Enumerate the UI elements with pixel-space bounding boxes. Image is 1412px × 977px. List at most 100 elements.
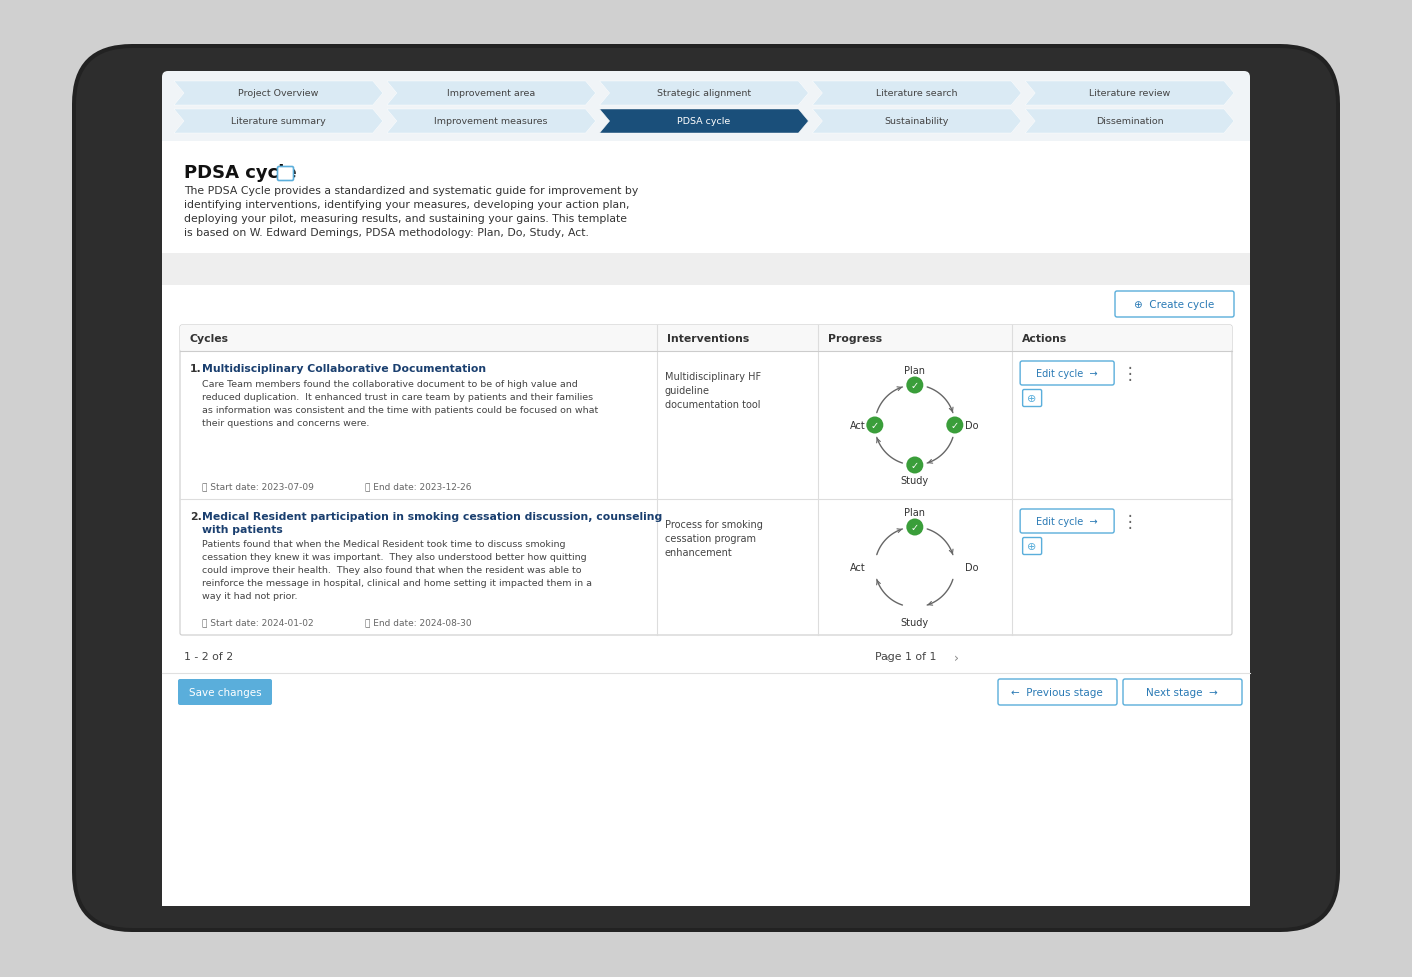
Text: Project Overview: Project Overview (239, 90, 319, 99)
Text: ⋮: ⋮ (1121, 364, 1138, 383)
Text: as information was consistent and the time with patients could be focused on wha: as information was consistent and the ti… (202, 405, 599, 414)
Polygon shape (387, 109, 596, 134)
Circle shape (867, 417, 884, 434)
Text: identifying interventions, identifying your measures, developing your action pla: identifying interventions, identifying y… (184, 199, 630, 210)
Polygon shape (600, 109, 809, 134)
Polygon shape (812, 82, 1021, 106)
Text: ⊕  Create cycle: ⊕ Create cycle (1134, 300, 1214, 310)
Text: PDSA cycle: PDSA cycle (184, 164, 297, 182)
Circle shape (907, 519, 923, 536)
Text: Strategic alignment: Strategic alignment (657, 90, 751, 99)
FancyBboxPatch shape (162, 142, 1250, 906)
FancyBboxPatch shape (998, 679, 1117, 705)
Polygon shape (174, 109, 383, 134)
Text: ⊕: ⊕ (1028, 541, 1036, 551)
Text: Literature summary: Literature summary (232, 117, 326, 126)
Polygon shape (1025, 82, 1234, 106)
Text: Sustainability: Sustainability (884, 117, 949, 126)
Text: ✓: ✓ (911, 381, 919, 391)
Text: 📅 End date: 2024-08-30: 📅 End date: 2024-08-30 (364, 617, 472, 626)
Circle shape (907, 599, 923, 616)
Text: is based on W. Edward Demings, PDSA methodology: Plan, Do, Study, Act.: is based on W. Edward Demings, PDSA meth… (184, 228, 589, 237)
Text: their questions and concerns were.: their questions and concerns were. (202, 418, 370, 428)
Text: ✓: ✓ (950, 420, 959, 431)
Text: Act: Act (850, 563, 866, 573)
Text: PDSA cycle: PDSA cycle (678, 117, 730, 126)
Text: deploying your pilot, measuring results, and sustaining your gains. This templat: deploying your pilot, measuring results,… (184, 214, 627, 224)
Text: Page 1 of 1: Page 1 of 1 (875, 652, 936, 661)
Text: Medical Resident participation in smoking cessation discussion, counseling: Medical Resident participation in smokin… (202, 512, 662, 522)
Text: Interventions: Interventions (666, 334, 748, 344)
Text: 1.: 1. (191, 363, 202, 373)
Text: 1 - 2 of 2: 1 - 2 of 2 (184, 652, 233, 661)
Text: Multidisciplinary Collaborative Documentation: Multidisciplinary Collaborative Document… (202, 363, 486, 373)
Text: with patients: with patients (202, 525, 282, 534)
Text: cessation they knew it was important.  They also understood better how quitting: cessation they knew it was important. Th… (202, 552, 586, 562)
Text: ⊕: ⊕ (1028, 394, 1036, 404)
Text: Cycles: Cycles (191, 334, 229, 344)
Text: Next stage  →: Next stage → (1147, 687, 1219, 698)
FancyBboxPatch shape (1123, 679, 1243, 705)
FancyBboxPatch shape (1019, 509, 1114, 533)
Circle shape (946, 559, 963, 575)
Text: Do: Do (964, 563, 979, 573)
Text: Dissemination: Dissemination (1096, 117, 1163, 126)
Text: Study: Study (901, 476, 929, 486)
Text: Save changes: Save changes (189, 687, 261, 698)
Text: ✓: ✓ (911, 460, 919, 471)
FancyBboxPatch shape (278, 167, 294, 182)
Text: ⋮: ⋮ (1121, 513, 1138, 531)
FancyBboxPatch shape (1019, 361, 1114, 386)
Text: ›: › (953, 652, 959, 664)
FancyBboxPatch shape (162, 254, 1250, 285)
FancyBboxPatch shape (162, 72, 1250, 906)
Polygon shape (812, 109, 1021, 134)
Text: 📅 Start date: 2023-07-09: 📅 Start date: 2023-07-09 (202, 482, 313, 490)
FancyBboxPatch shape (76, 49, 1336, 928)
Text: Care Team members found the collaborative document to be of high value and: Care Team members found the collaborativ… (202, 380, 578, 389)
Text: ←  Previous stage: ← Previous stage (1011, 687, 1103, 698)
Circle shape (946, 417, 963, 434)
FancyBboxPatch shape (179, 325, 1233, 352)
Text: Improvement area: Improvement area (448, 90, 535, 99)
Text: 📅 End date: 2023-12-26: 📅 End date: 2023-12-26 (364, 482, 472, 490)
Polygon shape (174, 82, 383, 106)
Text: Progress: Progress (827, 334, 881, 344)
Text: Plan: Plan (904, 507, 925, 518)
Text: Patients found that when the Medical Resident took time to discuss smoking: Patients found that when the Medical Res… (202, 539, 565, 548)
Text: Actions: Actions (1022, 334, 1067, 344)
Circle shape (907, 377, 923, 394)
Circle shape (907, 457, 923, 474)
Text: ✓: ✓ (871, 420, 878, 431)
Text: Act: Act (850, 420, 866, 431)
Text: Edit cycle  →: Edit cycle → (1036, 368, 1099, 379)
Circle shape (867, 559, 884, 575)
FancyBboxPatch shape (178, 679, 273, 705)
Text: ‹: ‹ (885, 652, 891, 664)
Text: Study: Study (901, 617, 929, 627)
FancyBboxPatch shape (72, 45, 1340, 932)
Text: Improvement measures: Improvement measures (435, 117, 548, 126)
Text: The PDSA Cycle provides a standardized and systematic guide for improvement by: The PDSA Cycle provides a standardized a… (184, 186, 638, 195)
Text: 📅 Start date: 2024-01-02: 📅 Start date: 2024-01-02 (202, 617, 313, 626)
Text: could improve their health.  They also found that when the resident was able to: could improve their health. They also fo… (202, 566, 582, 574)
FancyBboxPatch shape (1022, 390, 1042, 407)
Text: Do: Do (964, 420, 979, 431)
Text: way it had not prior.: way it had not prior. (202, 591, 298, 601)
FancyBboxPatch shape (1022, 538, 1042, 555)
Polygon shape (1025, 109, 1234, 134)
Text: reduced duplication.  It enhanced trust in care team by patients and their famil: reduced duplication. It enhanced trust i… (202, 393, 593, 402)
Text: Process for smoking
cessation program
enhancement: Process for smoking cessation program en… (665, 520, 762, 558)
Polygon shape (387, 82, 596, 106)
Text: Edit cycle  →: Edit cycle → (1036, 517, 1099, 527)
Text: Literature review: Literature review (1089, 90, 1171, 99)
FancyBboxPatch shape (179, 325, 1233, 635)
Polygon shape (600, 82, 809, 106)
Text: Literature search: Literature search (875, 90, 957, 99)
Text: reinforce the message in hospital, clinical and home setting it impacted them in: reinforce the message in hospital, clini… (202, 578, 592, 587)
Text: Plan: Plan (904, 365, 925, 375)
Text: ✓: ✓ (911, 523, 919, 532)
FancyBboxPatch shape (1115, 292, 1234, 318)
Text: 2.: 2. (191, 512, 202, 522)
Text: Multidisciplinary HF
guideline
documentation tool: Multidisciplinary HF guideline documenta… (665, 371, 761, 409)
